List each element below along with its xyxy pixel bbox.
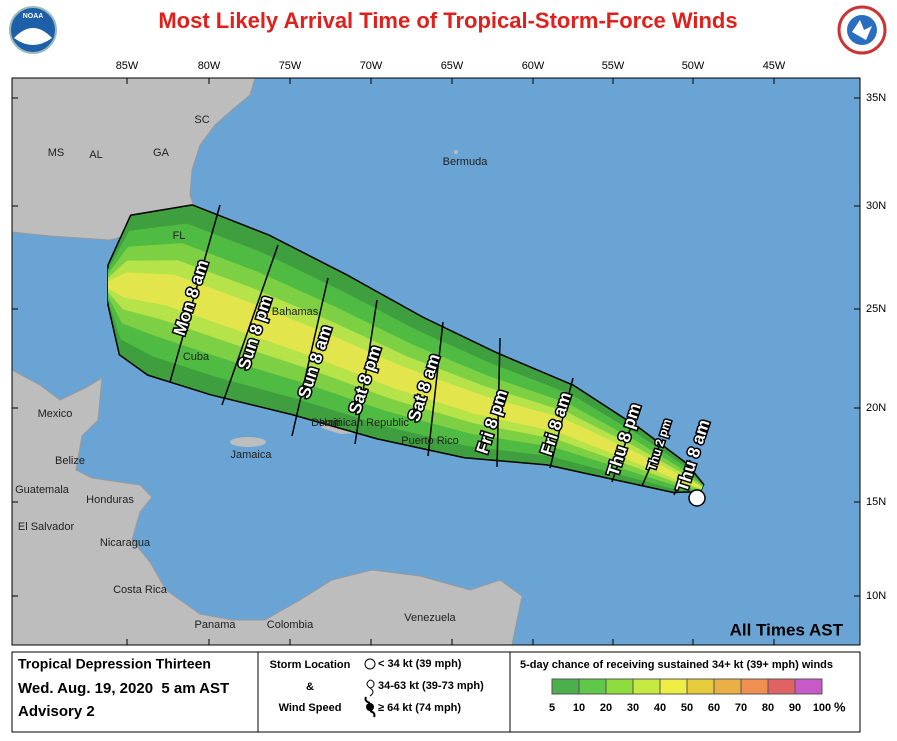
- place-label: Bahamas: [272, 306, 319, 318]
- latitude-label: 25N: [866, 303, 886, 315]
- probability-label: 50: [681, 702, 693, 714]
- latitude-label: 15N: [866, 496, 886, 508]
- noaa-logo: NOAA: [9, 6, 57, 54]
- place-label: Colombia: [267, 619, 314, 631]
- time-divider: [291, 277, 329, 437]
- latitude-label: 20N: [866, 402, 886, 414]
- probability-swatch: [632, 678, 661, 695]
- time-divider: [549, 377, 574, 469]
- place-label: Mexico: [38, 408, 73, 420]
- probability-swatch: [686, 678, 715, 695]
- place-label: Bermuda: [443, 156, 489, 168]
- land-bermuda: [454, 150, 458, 154]
- cone-layer: [108, 272, 703, 489]
- probability-swatch: [740, 678, 769, 695]
- place-label: El Salvador: [18, 521, 75, 533]
- probability-swatch: [605, 678, 634, 695]
- place-label: Panama: [195, 619, 237, 631]
- longitude-label: 70W: [360, 60, 383, 72]
- symbol-legend-title: &: [306, 681, 314, 693]
- place-label: Dominican Republic: [311, 417, 409, 429]
- place-label: SC: [194, 114, 209, 126]
- place-label: Venezuela: [404, 612, 456, 624]
- probability-swatch: [659, 678, 688, 695]
- issued: Wed. Aug. 19, 2020 5 am AST: [18, 680, 229, 697]
- symbol-legend-item: < 34 kt (39 mph): [378, 658, 462, 670]
- probability-swatch: [578, 678, 607, 695]
- probability-label: 80: [762, 702, 774, 714]
- time-divider: [169, 204, 221, 383]
- longitude-label: 75W: [279, 60, 302, 72]
- time-divider: [611, 417, 635, 483]
- place-label: Guatemala: [15, 484, 70, 496]
- probability-label: 90: [789, 702, 801, 714]
- probability-label: 40: [654, 702, 666, 714]
- storm-location: [688, 489, 706, 507]
- longitude-label: 65W: [441, 60, 464, 72]
- time-divider: [354, 299, 378, 445]
- place-label: MS: [48, 147, 65, 159]
- place-label: Cuba: [183, 351, 210, 363]
- time-divider: [221, 244, 279, 406]
- logo-text: NOAA: [23, 13, 44, 20]
- place-label: Nicaragua: [100, 537, 151, 549]
- longitude-label: 55W: [602, 60, 625, 72]
- longitude-label: 85W: [116, 60, 139, 72]
- time-dividers: [169, 204, 691, 496]
- land-south: [11, 369, 523, 646]
- place-label: Puerto Rico: [401, 435, 458, 447]
- time-divider: [496, 337, 501, 468]
- probability-swatch: [794, 678, 823, 695]
- time-divider: [641, 439, 663, 487]
- time-note: All Times AST: [730, 620, 844, 639]
- storm-name: Tropical Depression Thirteen: [18, 656, 211, 672]
- place-label: Honduras: [86, 494, 134, 506]
- latitude-label: 10N: [866, 590, 886, 602]
- symbol-legend-title: Wind Speed: [279, 702, 342, 714]
- symbol-legend-title: Storm Location: [270, 659, 351, 671]
- probability-swatch: [713, 678, 742, 695]
- place-label: Belize: [55, 455, 85, 467]
- symbol-legend-item: ≥ 64 kt (74 mph): [378, 702, 461, 714]
- map: All Times AST MS AL GA SC FL Bermuda Bahamas Cu…: [11, 77, 861, 646]
- time-divider: [427, 321, 444, 457]
- map-frame: [11, 77, 861, 646]
- latitude-label: 35N: [866, 92, 886, 104]
- probability-swatch: [551, 678, 580, 695]
- land-jamaica: [230, 437, 266, 447]
- probability-label: 30: [627, 702, 639, 714]
- time-divider: [673, 459, 691, 496]
- title: Most Likely Arrival Time of Tropical-Sto…: [158, 8, 737, 33]
- place-label: Jamaica: [231, 449, 273, 461]
- place-label: FL: [173, 230, 186, 242]
- probability-swatch: [767, 678, 796, 695]
- longitude-label: 60W: [522, 60, 545, 72]
- longitude-label: 80W: [198, 60, 221, 72]
- symbol-legend-item: 34-63 kt (39-73 mph): [378, 680, 484, 692]
- longitude-label: 50W: [682, 60, 705, 72]
- place-label: AL: [89, 149, 102, 161]
- place-label: Costa Rica: [113, 584, 168, 596]
- probability-label: 100: [813, 702, 831, 714]
- probability-label: 20: [600, 702, 612, 714]
- nws-logo: [837, 5, 887, 55]
- probability-label: 60: [708, 702, 720, 714]
- probability-title: 5-day chance of receiving sustained 34+ …: [520, 659, 833, 671]
- probability-label: 5: [549, 702, 555, 714]
- place-label: Haiti: [319, 417, 341, 429]
- advisory: Advisory 2: [18, 703, 95, 720]
- latitude-label: 30N: [866, 200, 886, 212]
- probability-label: 70: [735, 702, 747, 714]
- probability-unit: %: [834, 699, 846, 714]
- place-label: GA: [153, 147, 170, 159]
- longitude-label: 45W: [763, 60, 786, 72]
- probability-label: 10: [573, 702, 585, 714]
